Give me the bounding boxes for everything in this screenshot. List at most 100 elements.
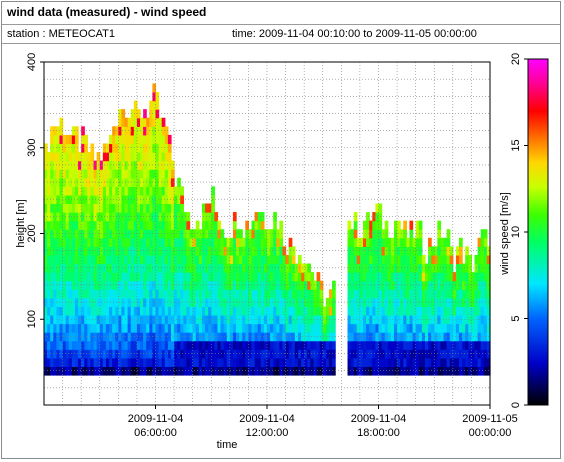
heatmap-cell <box>462 340 466 350</box>
heatmap-cell <box>282 272 287 282</box>
heatmap-cell <box>443 263 448 273</box>
heatmap-cell <box>149 143 154 153</box>
heatmap-cell <box>127 340 132 350</box>
heatmap-cell <box>127 143 132 153</box>
heatmap-cell <box>347 366 352 376</box>
heatmap-cell <box>486 289 491 299</box>
heatmap-cell <box>446 254 451 265</box>
heatmap-cell <box>353 306 358 316</box>
heatmap-cell <box>65 280 70 290</box>
heatmap-cell <box>53 194 57 205</box>
heatmap-cell <box>412 332 417 342</box>
heatmap-cell <box>53 297 57 307</box>
heatmap-cell <box>102 272 107 282</box>
heatmap-cell <box>149 366 154 376</box>
heatmap-cell <box>164 332 169 342</box>
heatmap-cell <box>130 297 135 307</box>
heatmap-cell <box>155 203 160 213</box>
heatmap-cell <box>164 143 169 153</box>
heatmap-cell <box>239 306 243 316</box>
heatmap-cell <box>59 134 64 145</box>
heatmap-cell <box>198 340 203 350</box>
heatmap-cell <box>421 280 426 290</box>
heatmap-cell <box>81 220 85 230</box>
heatmap-cell <box>424 306 429 316</box>
heatmap-cell <box>443 314 448 325</box>
heatmap-cell <box>152 263 157 273</box>
heatmap-cell <box>170 229 175 239</box>
heatmap-cell <box>140 237 144 247</box>
heatmap-cell <box>267 289 271 299</box>
heatmap-cell <box>149 332 154 342</box>
heatmap-cell <box>409 349 414 359</box>
heatmap-cell <box>217 237 222 247</box>
heatmap-cell <box>189 272 194 282</box>
heatmap-cell <box>211 366 215 376</box>
heatmap-cell <box>170 306 175 316</box>
heatmap-cell <box>74 254 79 265</box>
heatmap-cell <box>270 263 274 273</box>
heatmap-cell <box>393 340 398 350</box>
heatmap-cell <box>62 332 67 342</box>
heatmap-cell <box>409 237 414 247</box>
heatmap-cell <box>217 332 222 342</box>
heatmap-cell <box>220 289 225 299</box>
heatmap-cell <box>384 323 389 333</box>
heatmap-cell <box>158 203 163 213</box>
heatmap-cell <box>59 349 64 359</box>
heatmap-cell <box>403 366 407 376</box>
heatmap-cell <box>434 340 438 350</box>
heatmap-cell <box>62 306 67 316</box>
heatmap-cell <box>390 306 395 316</box>
heatmap-cell <box>452 314 457 325</box>
heatmap-cell <box>121 169 126 179</box>
heatmap-cell <box>56 160 61 170</box>
heatmap-cell <box>68 314 73 325</box>
heatmap-cell <box>263 366 268 376</box>
heatmap-cell <box>102 254 107 265</box>
heatmap-cell <box>270 297 274 307</box>
heatmap-cell <box>400 357 404 368</box>
heatmap-cell <box>149 289 154 299</box>
heatmap-cell <box>378 254 383 265</box>
heatmap-cell <box>366 289 370 299</box>
heatmap-cell <box>406 349 411 359</box>
heatmap-cell <box>409 229 414 239</box>
heatmap-cell <box>130 212 135 222</box>
heatmap-cell <box>71 229 76 239</box>
heatmap-cell <box>251 349 256 359</box>
heatmap-cell <box>56 280 61 290</box>
heatmap-cell <box>477 237 482 247</box>
heatmap-cell <box>319 289 324 299</box>
heatmap-cell <box>421 289 426 299</box>
heatmap-cell <box>319 340 324 350</box>
heatmap-cell <box>161 160 166 170</box>
heatmap-cell <box>136 246 141 256</box>
heatmap-cell <box>288 323 293 333</box>
heatmap-cell <box>214 340 219 350</box>
heatmap-cell <box>322 366 327 376</box>
heatmap-cell <box>350 357 355 368</box>
heatmap-cell <box>437 280 442 290</box>
heatmap-cell <box>121 177 126 187</box>
heatmap-cell <box>418 220 423 230</box>
heatmap-cell <box>71 314 76 325</box>
heatmap-cell <box>242 289 246 299</box>
heatmap-cell <box>232 280 237 290</box>
heatmap-cell <box>211 272 215 282</box>
heatmap-cell <box>115 203 119 213</box>
heatmap-cell <box>245 366 250 376</box>
heatmap-cell <box>56 297 61 307</box>
heatmap-cell <box>87 186 92 196</box>
heatmap-cell <box>214 212 219 222</box>
heatmap-cell <box>353 246 358 256</box>
heatmap-cell <box>446 263 451 273</box>
heatmap-cell <box>332 280 336 290</box>
heatmap-cell <box>415 323 420 333</box>
heatmap-cell <box>167 220 172 230</box>
heatmap-cell <box>109 237 113 247</box>
heatmap-cell <box>443 297 448 307</box>
heatmap-cell <box>124 237 129 247</box>
heatmap-cell <box>130 160 135 170</box>
heatmap-cell <box>406 340 411 350</box>
